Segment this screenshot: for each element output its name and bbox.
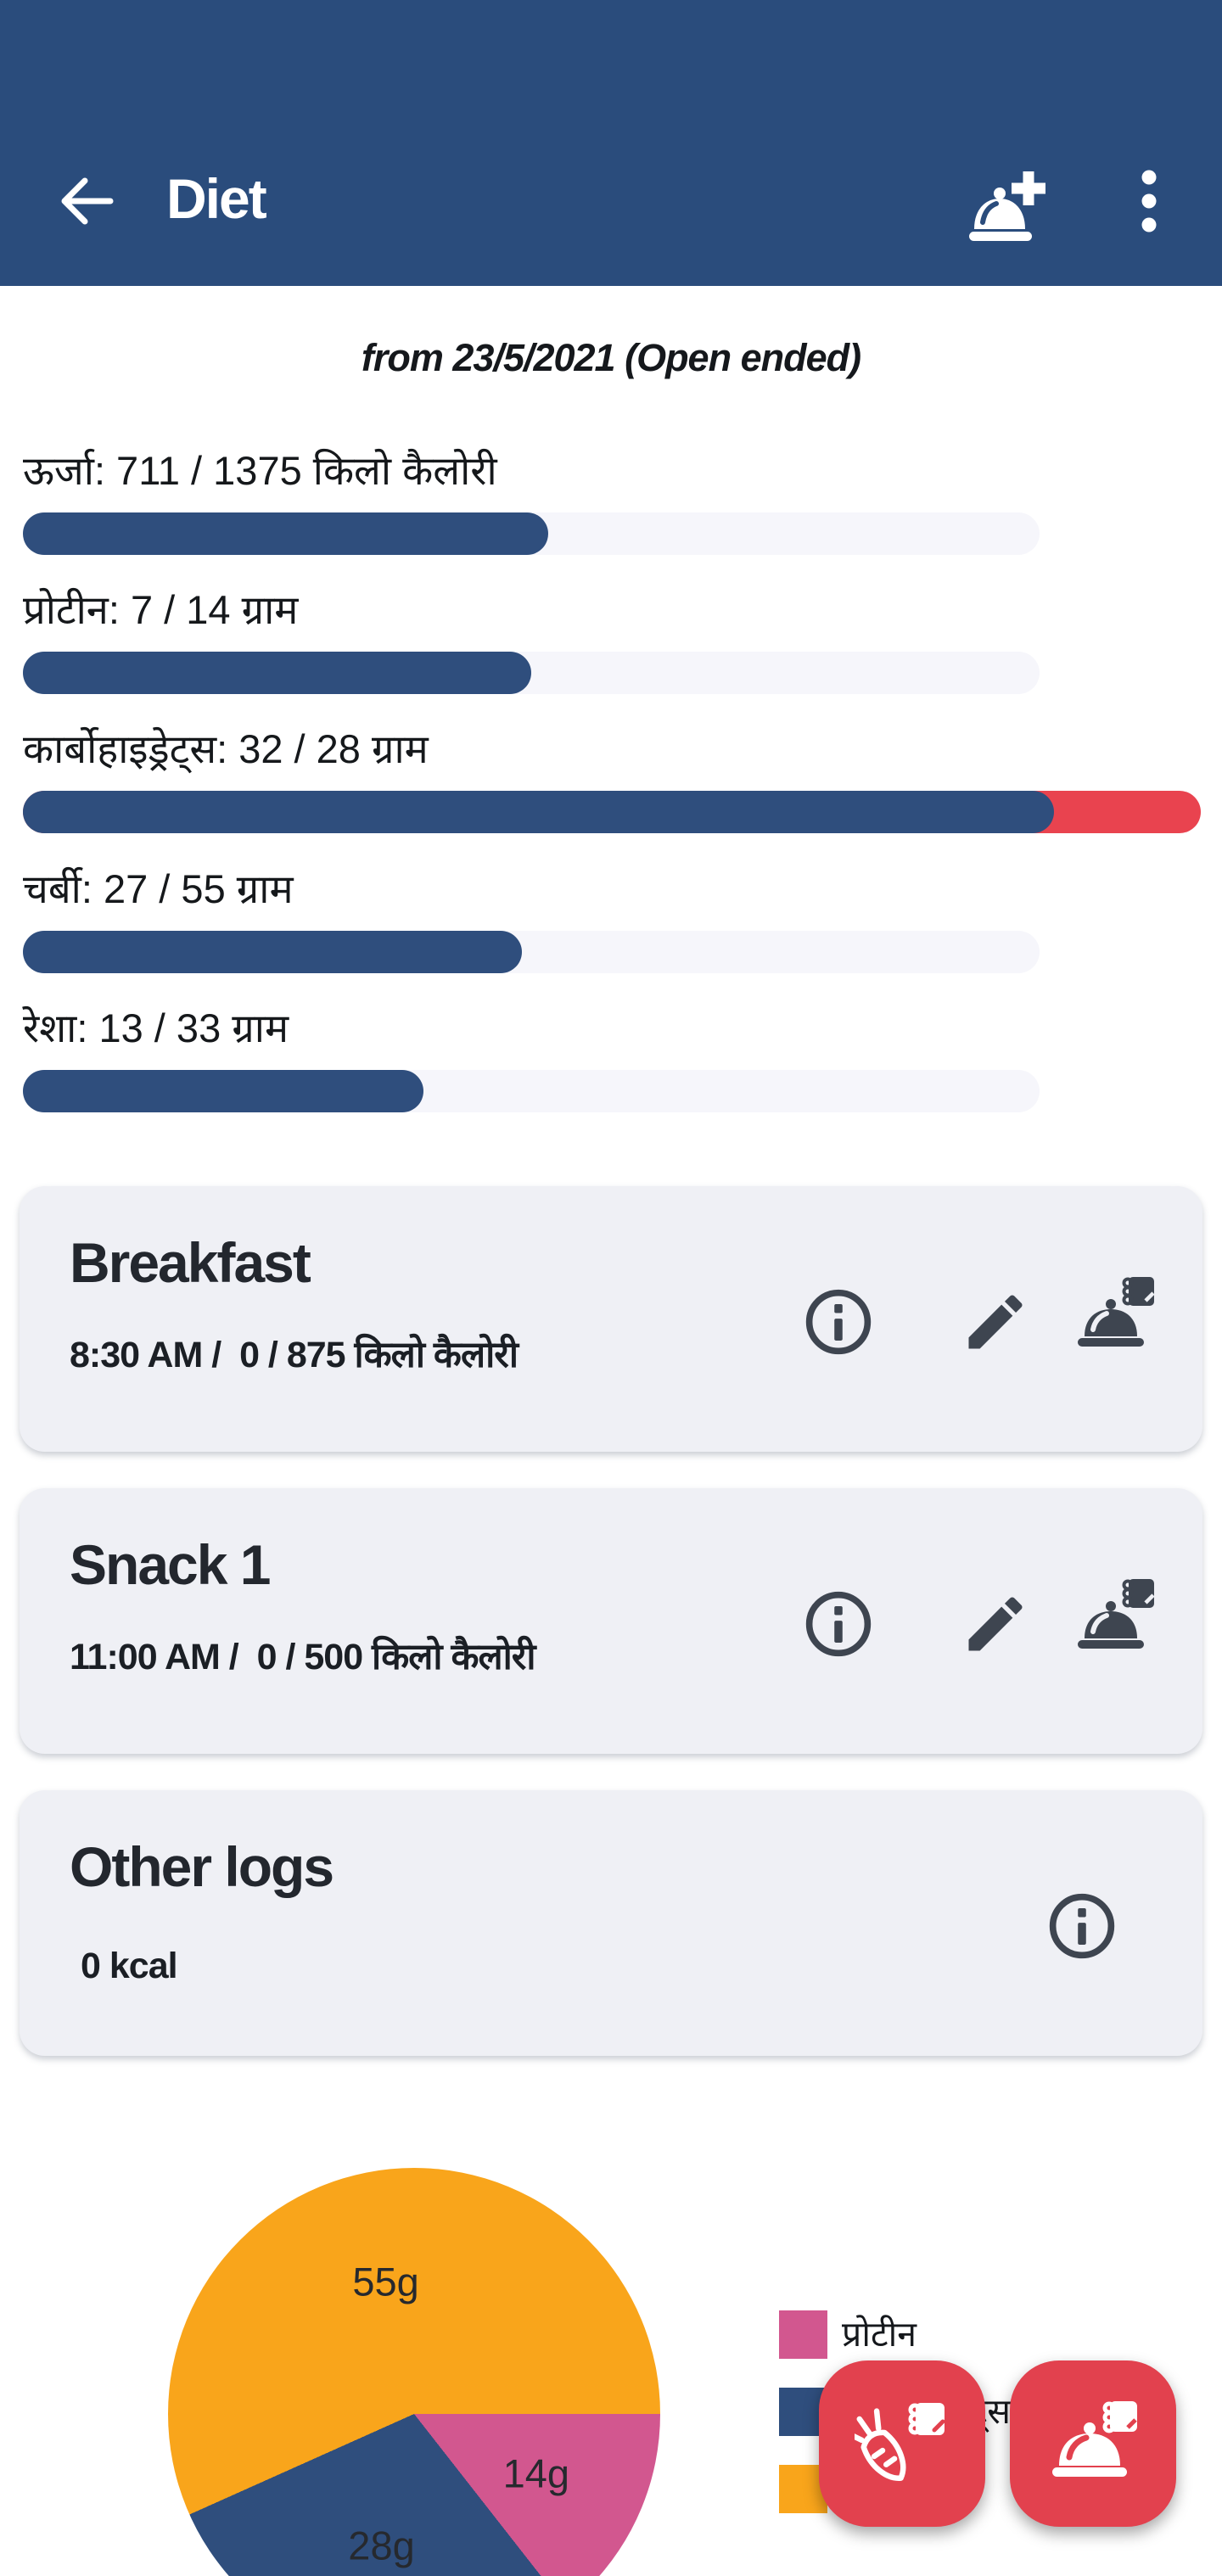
app-bar: Diet <box>0 0 1222 286</box>
nutrient-bar <box>23 652 1040 694</box>
nutrient-bar-fill <box>23 931 523 973</box>
meal-title: Other logs <box>70 1835 334 1898</box>
nutrient-label: कार्बोहाइड्रेट्स: 32 / 28 ग्राम <box>23 726 429 771</box>
meal-log-food-button[interactable] <box>1074 1576 1159 1665</box>
edit-pencil-icon <box>960 1295 1031 1361</box>
meal-subtitle: 11:00 AM / 0 / 500 किलो कैलोरी <box>70 1637 535 1677</box>
nutrient-bar-fill <box>23 512 549 555</box>
legend-label: प्रोटीन <box>842 2315 916 2354</box>
pie-label: 28g <box>348 2523 415 2568</box>
pie-label: 14g <box>502 2450 570 2496</box>
edit-pencil-icon <box>960 1597 1031 1663</box>
nutrient-bar <box>23 931 1040 973</box>
legend-swatch-protein <box>779 2310 827 2359</box>
period-label: from 23/5/2021 (Open ended) <box>361 336 861 379</box>
back-button[interactable] <box>56 171 117 232</box>
nutrient-bar-fill <box>23 652 531 694</box>
nutrient-bar <box>23 1070 1040 1112</box>
info-icon <box>803 1591 874 1663</box>
dots-vertical-icon <box>1118 170 1180 240</box>
dish-plus-icon <box>966 171 1054 249</box>
meal-card-breakfast[interactable]: Breakfast 8:30 AM / 0 / 875 किलो कैलोरी <box>20 1186 1202 1452</box>
nutrient-label: ऊर्जा: 711 / 1375 किलो कैलोरी <box>23 448 497 493</box>
dish-note-icon <box>1074 1579 1159 1664</box>
page-title: Diet <box>166 167 267 230</box>
nutrient-bar <box>23 791 1201 833</box>
overflow-menu-button[interactable] <box>1118 165 1180 237</box>
add-meal-button[interactable] <box>966 154 1054 246</box>
nutrient-label: चर्बी: 27 / 55 ग्राम <box>23 866 294 911</box>
nutrient-bar-fill <box>23 791 1054 833</box>
meal-info-button[interactable] <box>1046 1890 1118 1966</box>
meal-subtitle: 0 kcal <box>81 1946 178 1986</box>
info-icon <box>803 1289 874 1361</box>
meal-title: Snack 1 <box>70 1533 271 1596</box>
nutrient-bar-fill <box>23 1070 423 1112</box>
meal-info-button[interactable] <box>803 1588 874 1664</box>
meal-edit-button[interactable] <box>960 1286 1031 1362</box>
pie-label: 55g <box>352 2259 419 2304</box>
arrow-left-icon <box>56 177 117 235</box>
info-icon <box>1046 1893 1118 1965</box>
dish-note-icon <box>1074 1277 1159 1362</box>
meal-edit-button[interactable] <box>960 1588 1031 1664</box>
meal-title: Breakfast <box>70 1231 311 1294</box>
meal-card-other-logs[interactable]: Other logs 0 kcal <box>20 1790 1202 2056</box>
log-food-fab[interactable] <box>819 2360 985 2527</box>
meal-subtitle: 8:30 AM / 0 / 875 किलो कैलोरी <box>70 1335 519 1375</box>
macro-pie-chart: 14g 28g 55g <box>168 2168 660 2576</box>
meal-card-snack-1[interactable]: Snack 1 11:00 AM / 0 / 500 किलो कैलोरी <box>20 1488 1202 1754</box>
nutrient-bar <box>23 512 1040 555</box>
nutrient-label: रेशा: 13 / 33 ग्राम <box>23 1005 289 1050</box>
log-meal-fab[interactable] <box>1010 2360 1176 2527</box>
meal-info-button[interactable] <box>803 1286 874 1362</box>
nutrient-label: प्रोटीन: 7 / 14 ग्राम <box>23 587 299 632</box>
meal-log-food-button[interactable] <box>1074 1274 1159 1363</box>
